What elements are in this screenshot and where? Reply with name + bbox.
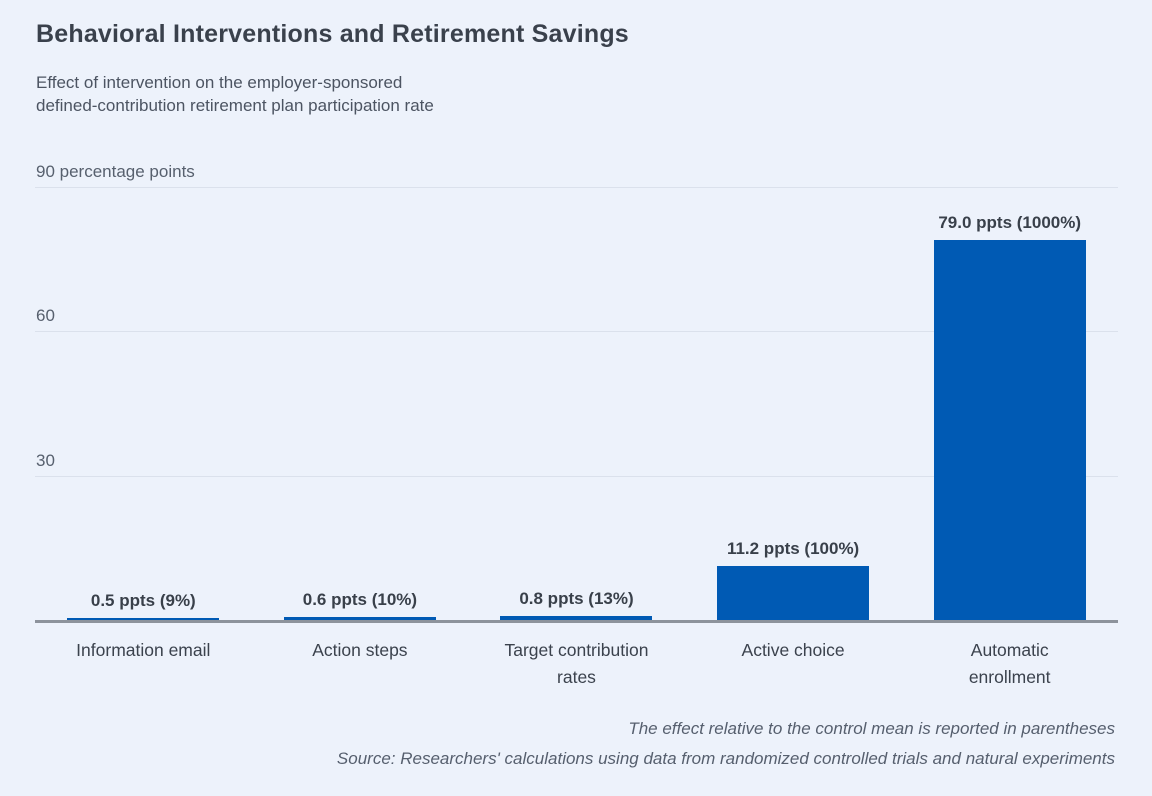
footer-note: The effect relative to the control mean … <box>628 719 1115 738</box>
bar-value-label: 11.2 ppts (100%) <box>726 539 860 559</box>
bar-value-label: 0.8 ppts (13%) <box>519 589 634 609</box>
bar-group-automatic-enrollment: 79.0 ppts (1000%) <box>901 187 1118 620</box>
category-label-automatic-enrollment: Automatic enrollment <box>968 640 1051 687</box>
bar-group-action-steps: 0.6 ppts (10%) <box>252 187 469 620</box>
y-tick-label-90: 90 percentage points <box>36 162 195 181</box>
category-label-action-steps: Action steps <box>312 640 408 660</box>
bar-value-label: 0.5 ppts (9%) <box>90 590 196 610</box>
chart-title: Behavioral Interventions and Retirement … <box>36 20 629 48</box>
bar-active-choice <box>717 566 870 620</box>
bar-value-label: 0.6 ppts (10%) <box>302 590 418 610</box>
bar-automatic-enrollment <box>933 239 1086 620</box>
bar-value-label: 79.0 ppts (1000%) <box>938 212 1082 232</box>
category-label-active-choice: Active choice <box>741 640 845 660</box>
category-axis: Information email Action steps Target co… <box>35 637 1118 691</box>
category-label-information-email: Information email <box>76 640 211 660</box>
bar-action-steps <box>283 617 436 620</box>
bar-group-information-email: 0.5 ppts (9%) <box>35 187 252 620</box>
chart-subtitle: Effect of intervention on the employer-s… <box>36 73 434 115</box>
bar-information-email <box>67 617 220 620</box>
gridline-90 <box>35 187 1118 188</box>
bar-target-contribution-rates <box>500 616 653 620</box>
plot-area: 90 percentage points 60 30 0.5 ppts (9%) 0… <box>35 162 1118 623</box>
y-tick-label-30: 30 <box>36 450 55 470</box>
bar-group-active-choice: 11.2 ppts (100%) <box>685 187 902 620</box>
footer-notes: The effect relative to the control mean … <box>337 714 1115 774</box>
bars-container: 0.5 ppts (9%) 0.6 ppts (10%) 0.8 ppts (1… <box>35 187 1118 620</box>
bar-group-target-contribution-rates: 0.8 ppts (13%) <box>468 187 685 620</box>
category-label-target-contribution-rates: Target contribution rates <box>504 640 649 687</box>
gridline-60 <box>35 331 1118 333</box>
footer-source: Source: Researchers' calculations using … <box>336 749 1115 768</box>
y-tick-label-60: 60 <box>36 306 55 326</box>
gridline-30 <box>35 475 1118 477</box>
